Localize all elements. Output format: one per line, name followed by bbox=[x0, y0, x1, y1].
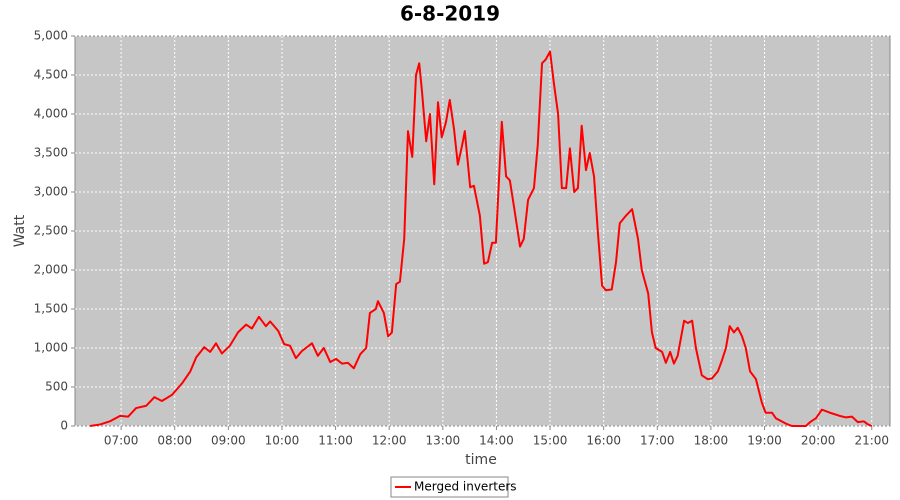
x-tick-label: 18:00 bbox=[694, 434, 729, 448]
y-tick-label: 4,500 bbox=[34, 68, 68, 82]
x-axis-label: time bbox=[465, 452, 497, 468]
x-tick-label: 16:00 bbox=[586, 434, 621, 448]
legend-label: Merged inverters bbox=[414, 480, 517, 494]
y-tick-label: 500 bbox=[45, 380, 68, 394]
y-tick-label: 3,000 bbox=[34, 185, 68, 199]
chart-title: 6-8-2019 bbox=[400, 2, 500, 26]
x-tick-label: 15:00 bbox=[533, 434, 568, 448]
x-tick-label: 19:00 bbox=[747, 434, 782, 448]
legend-box bbox=[390, 476, 509, 498]
x-tick-label: 17:00 bbox=[640, 434, 675, 448]
y-tick-label: 0 bbox=[60, 419, 68, 433]
x-tick-label: 07:00 bbox=[104, 434, 139, 448]
y-tick-label: 1,000 bbox=[34, 341, 68, 355]
x-tick-label: 09:00 bbox=[211, 434, 246, 448]
x-tick-label: 10:00 bbox=[265, 434, 300, 448]
x-tick-label: 08:00 bbox=[157, 434, 192, 448]
series-line bbox=[89, 50, 873, 427]
x-tick-label: 11:00 bbox=[318, 434, 353, 448]
y-tick-label: 4,000 bbox=[34, 107, 68, 121]
y-tick-label: 2,500 bbox=[34, 224, 68, 238]
x-tick-label: 21:00 bbox=[854, 434, 889, 448]
x-tick-label: 20:00 bbox=[801, 434, 836, 448]
y-tick-label: 1,500 bbox=[34, 302, 68, 316]
y-tick-label: 2,000 bbox=[34, 263, 68, 277]
y-axis-label: Watt bbox=[12, 214, 28, 247]
y-tick-label: 5,000 bbox=[34, 29, 68, 43]
x-tick-label: 14:00 bbox=[479, 434, 514, 448]
x-tick-label: 13:00 bbox=[426, 434, 461, 448]
x-tick-label: 12:00 bbox=[372, 434, 407, 448]
plot-area bbox=[74, 35, 891, 427]
y-tick-label: 3,500 bbox=[34, 146, 68, 160]
